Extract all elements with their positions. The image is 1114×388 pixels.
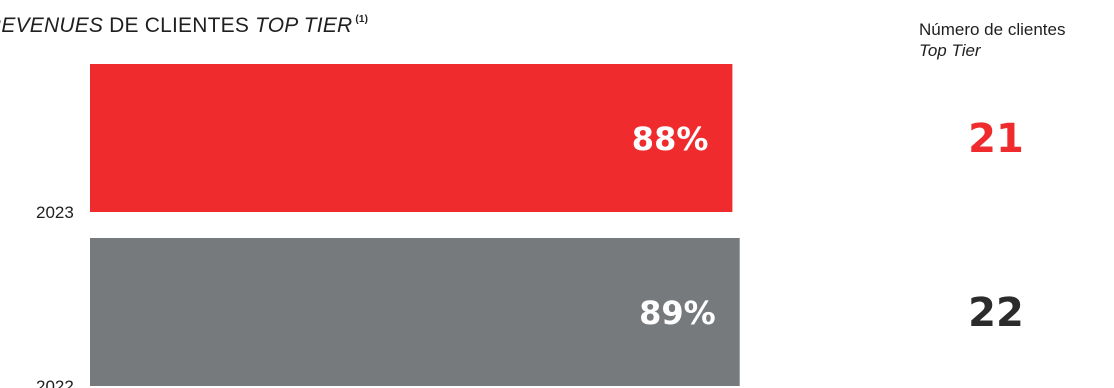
client-count-header: Número de clientes Top Tier — [919, 19, 1065, 61]
title-top-tier: TOP TIER — [255, 14, 353, 37]
bar-value-label-2023: 88% — [632, 120, 709, 158]
year-label-2023: 2023 — [36, 203, 74, 222]
client-count-header-line2: Top Tier — [919, 41, 981, 60]
title-footnote: (1) — [355, 14, 369, 25]
bar-2022 — [90, 238, 740, 386]
title-middle: DE CLIENTES — [103, 14, 256, 37]
title-revenues: REVENUES — [0, 14, 104, 37]
bar-2023 — [90, 64, 733, 212]
client-count-2023: 21 — [968, 116, 1024, 162]
client-count-header-line1: Número de clientes — [919, 20, 1066, 39]
client-count-2022: 22 — [968, 290, 1024, 336]
chart-title: REVENUES DE CLIENTES TOP TIER(1) — [0, 14, 368, 38]
year-label-2022: 2022 — [36, 377, 74, 388]
bar-value-label-2022: 89% — [639, 294, 716, 332]
